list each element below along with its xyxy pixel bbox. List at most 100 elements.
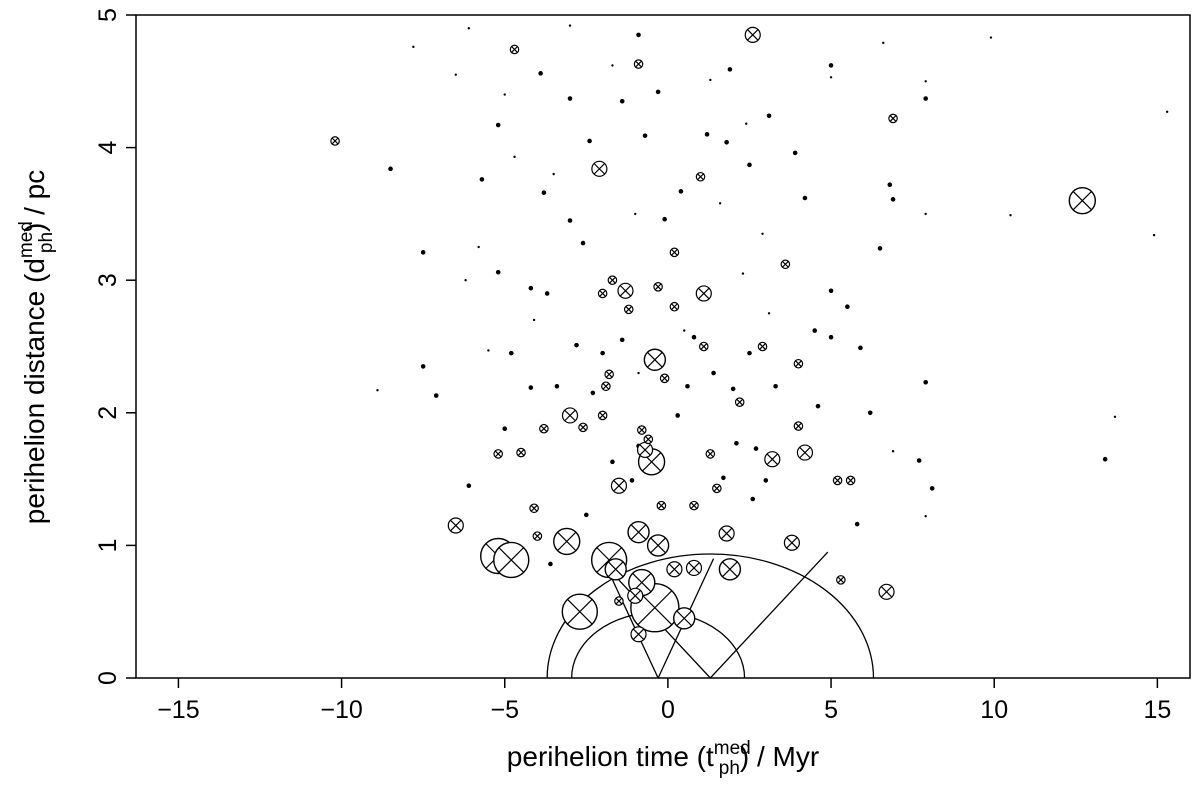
data-point xyxy=(580,240,586,246)
data-point xyxy=(567,96,573,101)
data-point xyxy=(691,334,697,340)
data-point xyxy=(619,98,625,104)
data-point xyxy=(539,423,549,434)
data-point xyxy=(923,380,928,385)
data-point xyxy=(561,407,579,424)
y-tick-label: 1 xyxy=(94,538,122,552)
data-point xyxy=(656,500,667,511)
data-point xyxy=(924,80,927,83)
data-point xyxy=(888,113,898,124)
data-point xyxy=(747,350,752,356)
data-point xyxy=(568,24,572,27)
data-point xyxy=(467,27,471,30)
data-point xyxy=(845,475,856,486)
data-point xyxy=(604,369,614,380)
data-point xyxy=(528,385,534,390)
data-point xyxy=(464,279,467,282)
data-point xyxy=(636,425,647,435)
y-tick-label: 0 xyxy=(94,671,122,685)
data-point xyxy=(878,583,895,600)
data-point xyxy=(1068,186,1097,215)
data-point xyxy=(495,269,501,275)
data-point xyxy=(924,515,927,518)
data-point xyxy=(532,318,536,322)
data-point xyxy=(989,36,993,39)
data-point xyxy=(766,113,772,119)
data-point xyxy=(1152,233,1156,237)
data-point xyxy=(780,259,791,270)
data-point xyxy=(642,133,648,138)
data-point xyxy=(502,426,508,432)
data-point xyxy=(734,397,745,407)
data-point xyxy=(689,500,699,511)
data-point xyxy=(597,410,608,421)
data-point xyxy=(669,301,680,312)
data-point xyxy=(1165,110,1169,113)
x-tick-label: 0 xyxy=(661,696,675,724)
data-point xyxy=(633,59,644,69)
data-point xyxy=(587,138,592,144)
data-point xyxy=(561,593,598,630)
data-point xyxy=(508,350,514,356)
data-point xyxy=(683,329,686,332)
plot-frame xyxy=(135,14,1191,679)
data-point xyxy=(636,441,654,459)
data-point xyxy=(724,139,729,145)
data-point xyxy=(761,232,764,235)
data-point xyxy=(584,512,589,518)
data-point xyxy=(753,446,759,451)
data-point xyxy=(509,44,520,55)
data-point xyxy=(666,561,683,578)
data-point xyxy=(610,477,628,494)
data-point xyxy=(454,73,457,76)
data-point xyxy=(783,534,800,551)
data-point xyxy=(773,383,778,389)
data-point xyxy=(685,383,690,389)
data-point xyxy=(541,190,547,195)
data-point xyxy=(529,503,539,514)
data-point xyxy=(600,350,605,356)
data-point xyxy=(718,525,735,542)
data-point xyxy=(466,483,472,489)
data-point xyxy=(516,447,526,458)
encounter-circle-arm xyxy=(709,551,829,678)
data-point xyxy=(828,63,834,68)
data-point xyxy=(420,364,426,369)
x-tick-label: −5 xyxy=(490,696,519,724)
y-tick-label: 2 xyxy=(94,406,122,420)
data-point xyxy=(929,486,935,491)
data-point xyxy=(578,422,588,433)
data-point xyxy=(574,342,579,348)
data-point xyxy=(538,71,543,76)
data-point xyxy=(923,96,928,101)
data-point xyxy=(495,122,501,128)
data-point xyxy=(1113,415,1117,418)
data-point xyxy=(630,626,647,643)
data-point xyxy=(705,449,716,459)
data-point xyxy=(796,444,814,461)
data-point xyxy=(653,282,663,292)
data-point xyxy=(503,93,506,96)
data-point xyxy=(924,212,927,216)
y-tick-label: 3 xyxy=(94,273,122,287)
x-tick-label: −10 xyxy=(320,696,362,724)
data-point xyxy=(695,171,706,182)
y-axis-title: perihelion distance (dmedph) / pc xyxy=(16,170,57,525)
y-tick-label: 4 xyxy=(94,141,122,155)
data-point xyxy=(591,160,608,177)
data-point xyxy=(792,150,798,156)
x-axis: −15 −10 −5 0 5 10 15 xyxy=(157,678,1171,724)
data-point xyxy=(388,166,393,172)
data-point xyxy=(477,245,480,249)
data-point xyxy=(629,478,635,483)
data-point xyxy=(828,288,834,294)
data-point xyxy=(757,341,768,352)
data-point xyxy=(662,216,667,222)
data-point xyxy=(412,45,415,49)
data-point xyxy=(727,67,733,72)
encounter-circle xyxy=(546,553,875,678)
data-point xyxy=(764,451,781,468)
data-point xyxy=(793,421,804,431)
data-point xyxy=(882,41,885,45)
